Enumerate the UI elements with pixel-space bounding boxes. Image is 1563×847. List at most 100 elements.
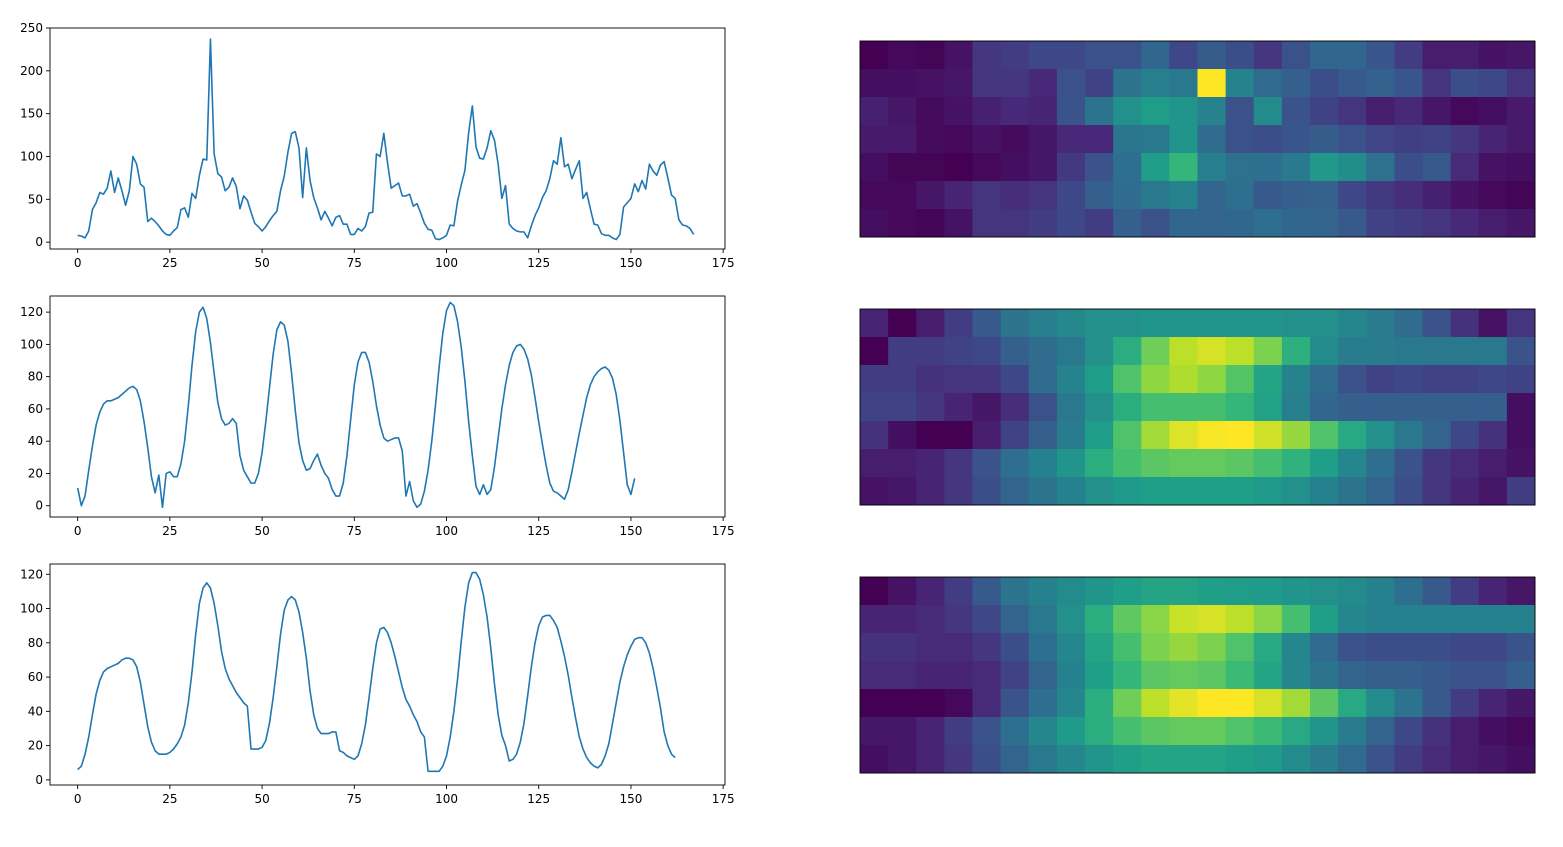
axes-frame <box>49 27 726 250</box>
heatmap-cell <box>1310 41 1339 70</box>
heatmap-cell <box>1450 689 1480 718</box>
heatmap-cell <box>888 69 917 98</box>
y-tick-label: 150 <box>20 107 43 121</box>
heatmap-cell <box>1113 605 1142 634</box>
heatmap-cell <box>916 477 945 506</box>
heatmap-cell <box>1197 153 1227 182</box>
x-tick-label: 25 <box>162 792 177 806</box>
heatmap-cell <box>888 745 917 774</box>
heatmap-cell <box>944 577 973 606</box>
heatmap-cell <box>1085 309 1114 338</box>
heatmap-cell <box>1394 181 1423 210</box>
heatmap-cell <box>1056 477 1086 506</box>
x-tick-label: 75 <box>347 256 362 270</box>
heatmap-cell <box>1028 209 1058 238</box>
x-tick-label: 125 <box>527 792 550 806</box>
heatmap-cell <box>1169 41 1198 70</box>
heatmap-cell <box>1028 125 1058 154</box>
heatmap-cell <box>1281 153 1311 182</box>
heatmap-cell <box>1028 633 1058 662</box>
heatmap-cell <box>1028 69 1058 98</box>
heatmap-cell <box>944 69 973 98</box>
heatmap-cell <box>1422 337 1452 366</box>
heatmap-cell <box>1281 449 1311 478</box>
heatmap-cell <box>916 337 945 366</box>
x-tick-label: 175 <box>712 524 735 538</box>
heatmap-cell <box>916 393 945 422</box>
heatmap-cell <box>1000 633 1030 662</box>
heatmap-cell <box>916 633 945 662</box>
heatmap-cell <box>1422 633 1452 662</box>
y-tick-label: 40 <box>28 704 43 718</box>
heatmap-cell <box>916 125 945 154</box>
heatmap-cell <box>1450 41 1480 70</box>
heatmap-cell <box>1028 153 1058 182</box>
heatmap-cell <box>1338 69 1367 98</box>
heatmap-cell <box>1422 577 1452 606</box>
heatmap-cell <box>1225 153 1255 182</box>
heatmap-cell <box>1506 717 1536 746</box>
heatmap-cell <box>1169 153 1198 182</box>
heatmap-cell <box>1141 41 1170 70</box>
heatmap-cell <box>1113 209 1142 238</box>
heatmap-cell <box>1197 69 1227 98</box>
heatmap-cell <box>1113 745 1142 774</box>
heatmap-cell <box>1085 365 1114 394</box>
heatmap-cell <box>1394 689 1423 718</box>
heatmap-cell <box>1450 717 1480 746</box>
heatmap-cell <box>1085 181 1114 210</box>
heatmap-cell <box>1366 125 1395 154</box>
heatmap-cell <box>1056 97 1086 126</box>
heatmap-cell <box>1141 69 1170 98</box>
heatmap-cell <box>1366 577 1395 606</box>
heatmap-cell <box>1310 181 1339 210</box>
heatmap-cell <box>972 365 1002 394</box>
heatmap-cell <box>860 309 889 338</box>
heatmap-cell <box>916 605 945 634</box>
series-line <box>77 38 695 241</box>
heatmap-cell <box>860 421 889 450</box>
heatmap-cell <box>1000 393 1030 422</box>
heatmap-cell <box>1366 41 1395 70</box>
heatmap-cell <box>1366 309 1395 338</box>
heatmap-cell <box>1141 393 1170 422</box>
heatmap-cell <box>944 393 973 422</box>
heatmap-cell <box>1394 717 1423 746</box>
heatmap-cell <box>1281 393 1311 422</box>
heatmap-cell <box>972 69 1002 98</box>
heatmap-cell <box>972 393 1002 422</box>
heatmap-cell <box>1253 153 1283 182</box>
heatmap-cell <box>1253 97 1283 126</box>
heatmap-cell <box>1394 605 1423 634</box>
heatmap-cell <box>1422 717 1452 746</box>
heatmap-cell <box>1169 209 1198 238</box>
heatmap-cell <box>1338 209 1367 238</box>
heatmap-cell <box>1366 689 1395 718</box>
heatmap-cell <box>1169 421 1198 450</box>
heatmap-cell <box>1394 477 1423 506</box>
heatmap-cell <box>1478 477 1508 506</box>
heatmap-cell <box>1056 209 1086 238</box>
heatmap-cell <box>1310 125 1339 154</box>
heatmap-cell <box>1310 309 1339 338</box>
heatmap-cell <box>1056 717 1086 746</box>
heatmap-cell <box>1085 477 1114 506</box>
y-tick-label: 120 <box>20 567 43 581</box>
y-tick-label: 40 <box>28 434 43 448</box>
heatmap-cell <box>1225 209 1255 238</box>
heatmap-cell <box>1450 745 1480 774</box>
heatmap-cell <box>860 477 889 506</box>
heatmap-cell <box>1141 577 1170 606</box>
heatmap-cell <box>1085 745 1114 774</box>
heatmap-cell <box>1141 661 1170 690</box>
heatmap-cell <box>944 209 973 238</box>
x-tick-label: 25 <box>162 256 177 270</box>
heatmap-cell <box>944 97 973 126</box>
x-tick-label: 50 <box>254 256 269 270</box>
x-tick-label: 125 <box>527 256 550 270</box>
heatmap-cell <box>916 69 945 98</box>
heatmap-cell <box>860 69 889 98</box>
heatmap-cell <box>1056 125 1086 154</box>
heatmap-cell <box>1141 97 1170 126</box>
heatmap-cell <box>1169 661 1198 690</box>
